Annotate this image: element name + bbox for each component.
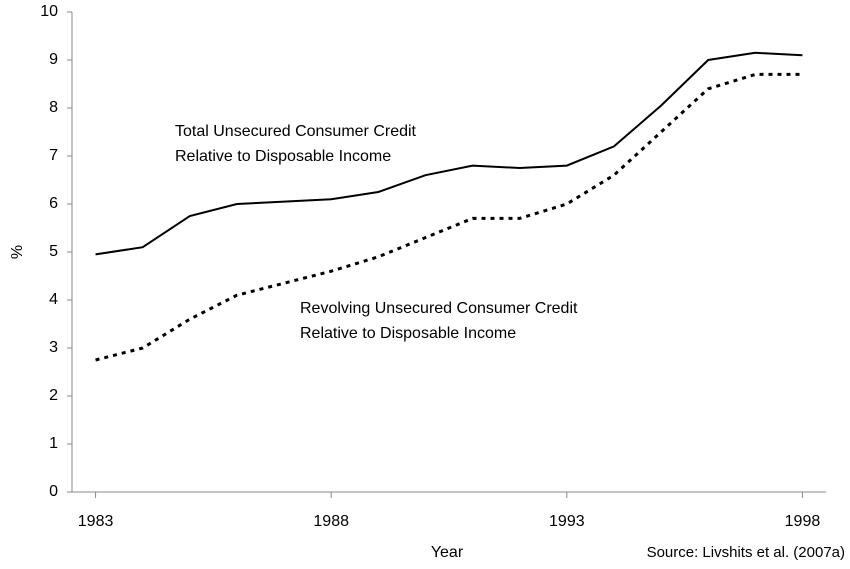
y-tick-label: 10 [40, 3, 58, 20]
y-tick-label: 5 [49, 243, 58, 260]
x-tick-label: 1998 [785, 513, 821, 530]
y-tick-label: 3 [49, 339, 58, 356]
source: Source: Livshits et al. (2007a) [647, 544, 845, 561]
annotation: Relative to Disposable Income [300, 325, 516, 342]
y-tick-label: 1 [49, 435, 58, 452]
y-tick-label: 7 [49, 147, 58, 164]
x-tick-label: 1988 [313, 513, 349, 530]
y-tick-label: 2 [49, 387, 58, 404]
y-tick-label: 0 [49, 483, 58, 500]
series-line [95, 51, 803, 256]
y-tick-label: 6 [49, 195, 58, 212]
annotation: Revolving Unsecured Consumer Credit [300, 300, 578, 317]
annotation: Total Unsecured Consumer Credit [175, 123, 417, 140]
y-tick-label: 4 [49, 291, 58, 308]
y-tick-label: 8 [49, 99, 58, 116]
x-axis-label: Year [431, 544, 464, 561]
series-line [95, 72, 803, 362]
x-tick-label: 1993 [549, 513, 585, 530]
annotation: Relative to Disposable Income [175, 148, 391, 165]
y-tick-label: 9 [49, 51, 58, 68]
x-tick-label: 1983 [78, 513, 114, 530]
y-axis-label: % [9, 245, 26, 259]
